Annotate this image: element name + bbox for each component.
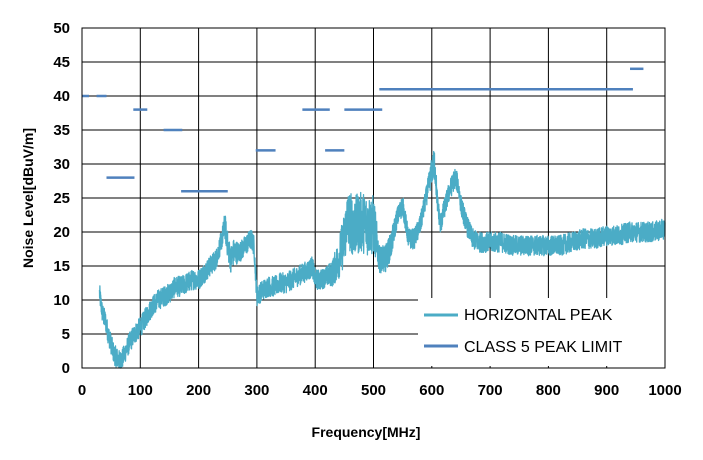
y-tick-label: 0 — [62, 360, 70, 377]
y-tick-label: 45 — [53, 54, 70, 71]
y-tick-label: 25 — [53, 190, 70, 207]
x-tick-label: 300 — [244, 382, 269, 399]
legend-label-horizontal-peak: HORIZONTAL PEAK — [464, 307, 613, 324]
legend: HORIZONTAL PEAK CLASS 5 PEAK LIMIT — [418, 298, 666, 366]
y-axis-title: Noise Level[dBuV/m] — [20, 128, 36, 268]
series-horizontal-peak — [98, 150, 666, 369]
y-tick-label: 5 — [62, 326, 70, 343]
y-tick-label: 30 — [53, 156, 70, 173]
x-tick-label: 900 — [594, 382, 619, 399]
y-axis-ticks: 0 5 10 15 20 25 30 35 40 45 50 — [53, 20, 70, 377]
legend-label-class-5-peak-limit: CLASS 5 PEAK LIMIT — [464, 339, 623, 356]
plot-series — [82, 67, 666, 369]
legend-box — [418, 298, 666, 366]
y-tick-label: 35 — [53, 122, 70, 139]
x-tick-label: 200 — [186, 382, 211, 399]
x-tick-label: 700 — [478, 382, 503, 399]
y-tick-label: 40 — [53, 88, 70, 105]
y-tick-label: 15 — [53, 258, 70, 275]
x-tick-label: 600 — [419, 382, 444, 399]
y-tick-label: 20 — [53, 224, 70, 241]
x-tick-label: 400 — [303, 382, 328, 399]
y-tick-label: 50 — [53, 20, 70, 37]
x-tick-label: 0 — [78, 382, 86, 399]
x-tick-label: 100 — [128, 382, 153, 399]
x-tick-label: 800 — [536, 382, 561, 399]
x-tick-label: 500 — [361, 382, 386, 399]
x-axis-ticks: 0 100 200 300 400 500 600 700 800 900 1000 — [78, 382, 682, 399]
y-tick-label: 10 — [53, 292, 70, 309]
plot-frame — [81, 27, 666, 369]
x-tick-label: 1000 — [648, 382, 681, 399]
x-axis-title: Frequency[MHz] — [312, 424, 421, 440]
